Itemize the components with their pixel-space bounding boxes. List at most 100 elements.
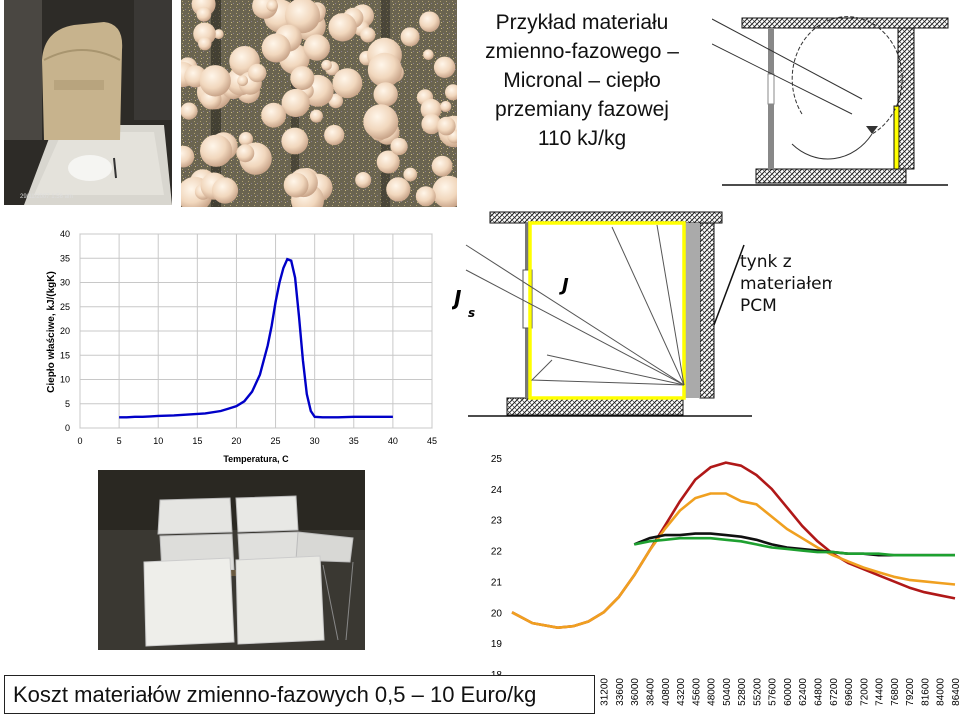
chart1-y-tick-label: 20 [60, 326, 70, 336]
chart1-x-tick-label: 10 [153, 436, 163, 446]
chart1-x-tick-label: 5 [117, 436, 122, 446]
title-line-5: 110 kJ/kg [537, 127, 627, 150]
title-line-1: Przykład materiału [495, 11, 669, 34]
room-floor [506, 397, 684, 416]
radiation-room-diagram: J s J tynk z materiałem PCM [452, 211, 832, 417]
chart2-x-tick-label: 69600 [844, 678, 855, 706]
chart1-x-tick-label: 40 [388, 436, 398, 446]
wall-convection-diagram [712, 16, 949, 186]
chart1-x-tick-label: 30 [310, 436, 320, 446]
pcm-surface [528, 221, 686, 400]
microsphere [198, 36, 212, 51]
microsphere [423, 49, 434, 60]
chart2-x-tick-label: 38400 [646, 678, 657, 706]
chart1-y-tick-label: 10 [60, 375, 70, 385]
microsphere [266, 0, 278, 12]
microsphere [324, 124, 345, 146]
microsphere [213, 29, 224, 40]
microsphere [283, 172, 309, 198]
chart2-x-tick-label: 81600 [920, 678, 931, 706]
chart2-series-green [633, 536, 955, 557]
cost-caption: Koszt materiałów zmienno-fazowych 0,5 – … [4, 675, 595, 714]
chart2-x-tick-label: 79200 [905, 678, 916, 706]
slide-title: Przykład materiału zmienno-fazowego – Mi… [462, 8, 702, 153]
microsphere [211, 177, 239, 204]
floor-slab [755, 168, 907, 184]
label-js-subscript: s [468, 306, 475, 320]
microsphere [421, 113, 442, 135]
microspheres-group [181, 0, 457, 207]
microsphere [281, 88, 310, 118]
microsphere [199, 65, 231, 97]
outer-wall [897, 27, 915, 170]
photo-panels-drawing [98, 470, 365, 650]
microsphere [363, 104, 399, 140]
chart2-x-tick-label: 36000 [630, 678, 641, 706]
microsphere [376, 150, 400, 174]
chart2-x-tick-label: 55200 [752, 678, 763, 706]
chart2-x-tick-label: 72000 [859, 678, 870, 706]
chart2-x-tick-label: 76800 [890, 678, 901, 706]
chart1-y-tick-label: 40 [60, 229, 70, 239]
chart2-x-tick-label: 64800 [814, 678, 825, 706]
pcm-label-line-1: tynk z [740, 252, 792, 272]
chart2-x-tick-label: 43200 [676, 678, 687, 706]
microsphere [403, 167, 418, 182]
chart2-x-tick-label: 57600 [768, 678, 779, 706]
photo-micronal-bag: 29/11/2007 1:56 am [4, 0, 172, 205]
microsphere [437, 116, 456, 136]
microsphere [420, 98, 442, 120]
chart2-y-tick-label: 24 [491, 485, 503, 496]
chart1-x-tick-label: 35 [349, 436, 359, 446]
microsphere [321, 59, 332, 71]
photo-pcm-panels [98, 470, 365, 650]
microsphere [303, 34, 330, 61]
chart1-y-tick-label: 15 [60, 350, 70, 360]
microsphere [373, 82, 398, 107]
pcm-label-line-3: PCM [740, 296, 777, 316]
chart2-y-tick-label: 22 [491, 547, 503, 558]
microsphere [237, 75, 248, 87]
ceiling-slab [741, 17, 949, 29]
microsphere [433, 56, 456, 78]
chart2-x-tick-label: 62400 [798, 678, 809, 706]
microsphere [290, 66, 315, 91]
chart2-x-tick-label: 84000 [936, 678, 947, 706]
pcm-label-line-2: materiałem [740, 274, 832, 294]
microsphere [440, 101, 452, 112]
microsphere [181, 102, 198, 120]
chart1-x-tick-label: 45 [427, 436, 437, 446]
microsphere [355, 172, 372, 188]
chart1-y-axis-label: Ciepło właściwe, kJ/(kgK) [46, 271, 57, 393]
chart1-x-tick-label: 25 [271, 436, 281, 446]
chart2-x-tick-label: 60000 [783, 678, 794, 706]
microsphere [196, 6, 212, 22]
chart2-x-tick-label: 74400 [875, 678, 886, 706]
microsphere [238, 132, 253, 147]
microsphere [236, 144, 255, 163]
microsphere [386, 177, 411, 202]
chart1-x-tick-label: 15 [192, 436, 202, 446]
specific-heat-chart: Ciepło właściwe, kJ/(kgK) Temperatura, C… [46, 229, 437, 464]
chart2-y-tick-label: 25 [491, 454, 503, 465]
chart2-y-tick-label: 21 [491, 577, 503, 588]
microsphere [367, 52, 402, 87]
chart2-x-tick-label: 86400 [951, 678, 959, 706]
chart2-x-tick-label: 31200 [600, 678, 611, 706]
chart2-x-tick-label: 45600 [691, 678, 702, 706]
microsphere [328, 13, 357, 42]
chart2-x-tick-label: 40800 [661, 678, 672, 706]
microsphere [284, 0, 321, 34]
title-line-2: zmienno-fazowego – [485, 40, 679, 63]
photo-timestamp: 29/11/2007 1:56 am [20, 194, 73, 200]
microsphere [261, 102, 286, 128]
chart1-y-tick-label: 25 [60, 302, 70, 312]
microsphere [181, 145, 195, 168]
chart1-x-tick-label: 20 [231, 436, 241, 446]
chart1-y-tick-label: 5 [65, 399, 70, 409]
pcm-layer [893, 105, 900, 170]
room-outer-wall [699, 222, 715, 399]
microsphere [432, 175, 457, 207]
chart2-x-tick-label: 50400 [722, 678, 733, 706]
chart2-x-tick-label: 52800 [737, 678, 748, 706]
